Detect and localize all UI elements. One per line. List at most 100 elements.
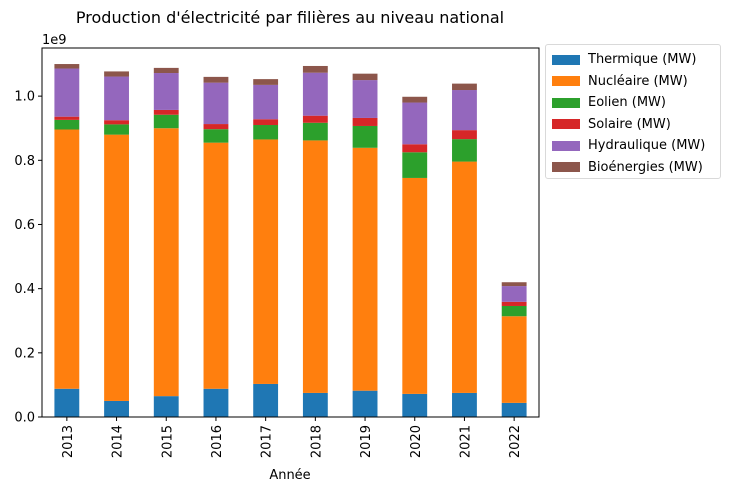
bar-segment-2017-2 <box>253 125 279 140</box>
bar-segment-2017-5 <box>253 79 279 85</box>
legend-swatch <box>552 76 580 87</box>
legend-swatch <box>552 97 580 108</box>
bar-segment-2022-5 <box>501 282 527 287</box>
bar-segment-2013-4 <box>54 68 80 117</box>
y-tick-label: 0.8 <box>14 154 35 169</box>
bar-segment-2022-4 <box>501 286 527 302</box>
bar-segment-2020-4 <box>402 102 428 145</box>
bar-segment-2020-2 <box>402 152 428 178</box>
legend-item: Solaire (MW) <box>552 114 720 136</box>
bar-segment-2017-1 <box>253 139 279 384</box>
bar-segment-2022-0 <box>501 402 527 417</box>
legend-label: Eolien (MW) <box>588 95 666 111</box>
bar-segment-2014-4 <box>104 76 129 121</box>
bar-segment-2015-0 <box>153 396 179 417</box>
bars-group <box>54 64 527 417</box>
legend-item: Eolien (MW) <box>552 92 720 114</box>
bar-segment-2015-3 <box>153 109 179 115</box>
x-tick-label: 2013 <box>61 425 76 458</box>
bar-segment-2015-1 <box>153 128 179 397</box>
bar-segment-2014-5 <box>104 71 129 77</box>
bar-segment-2019-2 <box>352 125 378 148</box>
x-axis-label: Année <box>269 468 310 483</box>
bar-segment-2019-1 <box>352 147 378 391</box>
bar-segment-2021-1 <box>452 161 477 393</box>
bar-segment-2019-3 <box>352 117 378 126</box>
legend-label: Bioénergies (MW) <box>588 159 703 175</box>
chart-title: Production d'électricité par filières au… <box>76 8 504 27</box>
x-tick-label: 2022 <box>508 425 523 458</box>
bar-segment-2018-1 <box>302 140 328 393</box>
x-tick-label: 2019 <box>359 425 374 458</box>
bar-segment-2020-5 <box>402 96 428 103</box>
bar-segment-2016-3 <box>203 124 229 130</box>
bar-segment-2015-5 <box>153 67 179 74</box>
bar-segment-2014-3 <box>104 120 129 125</box>
bar-segment-2014-2 <box>104 124 129 135</box>
y-tick-label: 0.0 <box>14 411 35 426</box>
legend-item: Bioénergies (MW) <box>552 157 720 179</box>
bar-segment-2022-2 <box>501 305 527 317</box>
x-axis: 2013 2014 2015 2016 2017 2018 2019 2020 2021 2022 <box>61 417 523 458</box>
bar-segment-2013-2 <box>54 119 80 130</box>
x-tick-label: 2015 <box>160 425 175 458</box>
bar-segment-2016-2 <box>203 129 229 143</box>
x-tick-label: 2018 <box>309 425 324 458</box>
bar-segment-2015-4 <box>153 73 179 110</box>
legend: Thermique (MW) Nucléaire (MW) Eolien (MW) S… <box>545 44 721 179</box>
legend-label: Hydraulique (MW) <box>588 138 706 154</box>
bar-segment-2021-2 <box>452 139 477 162</box>
y-scale-label: 1e9 <box>42 33 67 48</box>
plot-frame <box>41 47 540 418</box>
bar-segment-2018-3 <box>302 115 328 123</box>
y-tick-label: 1.0 <box>14 90 35 105</box>
y-tick-label: 0.6 <box>14 218 35 233</box>
bar-segment-2018-0 <box>302 392 328 417</box>
legend-label: Solaire (MW) <box>588 116 671 132</box>
bar-segment-2021-0 <box>452 392 477 417</box>
legend-swatch <box>552 119 580 130</box>
bar-segment-2016-5 <box>203 76 229 83</box>
bar-segment-2020-1 <box>402 177 428 394</box>
bar-segment-2013-3 <box>54 116 80 120</box>
legend-swatch <box>552 162 580 173</box>
bar-segment-2013-0 <box>54 388 80 417</box>
bar-segment-2013-5 <box>54 64 80 69</box>
bar-segment-2018-5 <box>302 65 328 73</box>
bar-segment-2015-2 <box>153 114 179 129</box>
bar-segment-2022-3 <box>501 301 527 306</box>
bar-segment-2016-0 <box>203 388 229 417</box>
x-tick-label: 2021 <box>458 425 473 458</box>
legend-swatch <box>552 140 580 151</box>
x-tick-label: 2017 <box>260 425 275 458</box>
y-tick-label: 0.2 <box>14 346 35 361</box>
bar-segment-2014-0 <box>104 400 129 417</box>
legend-swatch <box>552 54 580 65</box>
y-axis: 0.0 0.2 0.4 0.6 0.8 1.0 <box>14 90 42 426</box>
legend-label: Thermique (MW) <box>588 52 697 68</box>
x-tick-label: 2014 <box>111 425 126 458</box>
bar-segment-2018-4 <box>302 72 328 116</box>
bar-segment-2013-1 <box>54 129 80 389</box>
legend-item: Hydraulique (MW) <box>552 135 720 157</box>
bar-segment-2014-1 <box>104 134 129 401</box>
bar-segment-2021-5 <box>452 83 477 91</box>
bar-segment-2019-0 <box>352 390 378 417</box>
bar-segment-2021-3 <box>452 130 477 140</box>
x-tick-label: 2016 <box>210 425 225 458</box>
bar-segment-2018-2 <box>302 122 328 141</box>
bar-segment-2016-4 <box>203 82 229 125</box>
bar-segment-2017-4 <box>253 84 279 120</box>
legend-item: Nucléaire (MW) <box>552 71 720 93</box>
bar-segment-2022-1 <box>501 316 527 403</box>
y-tick-label: 0.4 <box>14 282 35 297</box>
bar-segment-2020-3 <box>402 144 428 153</box>
bar-segment-2017-0 <box>253 383 279 417</box>
bar-segment-2020-0 <box>402 393 428 417</box>
legend-item: Thermique (MW) <box>552 49 720 71</box>
x-tick-label: 2020 <box>409 425 424 458</box>
bar-segment-2019-5 <box>352 73 378 81</box>
bar-segment-2019-4 <box>352 80 378 118</box>
bar-segment-2016-1 <box>203 142 229 389</box>
